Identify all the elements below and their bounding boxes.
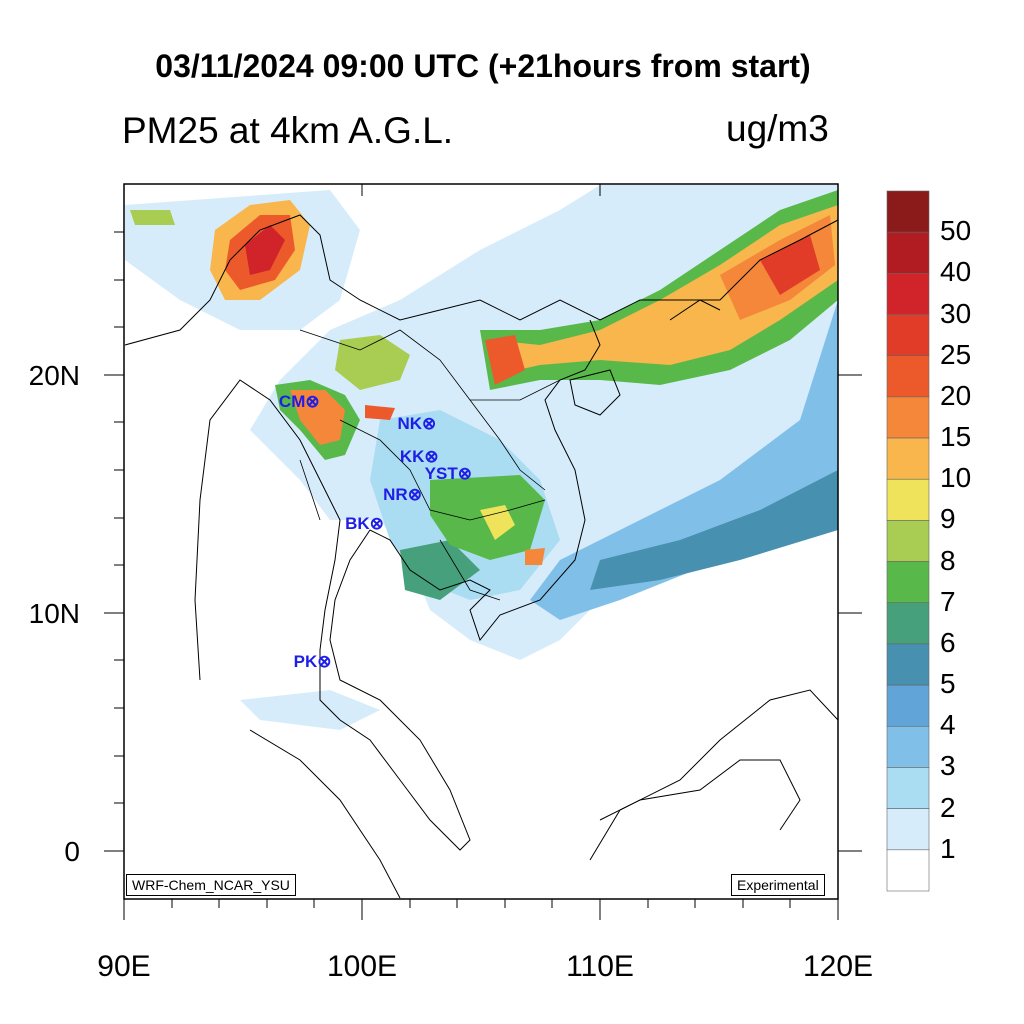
colorbar-label: 25	[940, 338, 972, 370]
station-marker-icon: ⊗	[317, 652, 332, 672]
colorbar-label: 30	[940, 297, 972, 329]
status-label: Experimental	[731, 874, 825, 896]
colorbar-swatch	[886, 561, 930, 604]
colorbar-label: 5	[940, 668, 956, 700]
colorbar-label: 8	[940, 544, 956, 576]
station-bk: BK⊗	[345, 514, 384, 534]
colorbar-swatch	[886, 602, 930, 645]
colorbar-label: 10	[940, 462, 972, 494]
borders	[299, 329, 561, 601]
colorbar-swatch	[886, 231, 930, 274]
station-marker-icon: ⊗	[305, 392, 320, 412]
colorbar-swatch	[886, 478, 930, 521]
station-nr: NR⊗	[383, 485, 422, 505]
lon-label-110e: 110E	[566, 950, 634, 983]
lat-label-0: 0	[64, 836, 80, 867]
lon-label-100e: 100E	[326, 950, 398, 983]
station-marker-icon: ⊗	[424, 447, 439, 467]
station-marker-icon: ⊗	[407, 485, 422, 505]
colorbar-swatch	[886, 437, 930, 480]
colorbar-label: 40	[940, 256, 972, 288]
variable-title: PM25 at 4km A.G.L.	[122, 110, 454, 151]
colorbar-swatch	[886, 520, 930, 562]
pm25-field	[125, 185, 838, 730]
station-marker-icon: ⊗	[369, 513, 384, 533]
colorbar-label: 2	[940, 791, 956, 823]
colorbar-label: 20	[940, 379, 972, 411]
colorbar-label: 3	[940, 750, 956, 782]
station-yst: YST⊗	[425, 464, 472, 484]
station-label: PK	[293, 652, 318, 672]
lon-label-120e: 120E	[802, 950, 874, 983]
colorbar-swatch	[886, 808, 930, 851]
colorbar-swatch	[886, 849, 930, 892]
axis-ticks	[104, 184, 862, 920]
station-label: CM	[278, 392, 306, 412]
lat-label-20n: 20N	[28, 360, 80, 391]
colorbar-swatch	[886, 396, 930, 439]
map-title: 03/11/2024 09:00 UTC (+21hours from star…	[155, 48, 811, 84]
colorbar-swatch	[886, 273, 930, 315]
map-frame	[123, 183, 839, 900]
units-label: ug/m3	[726, 108, 829, 149]
station-cm: CM⊗	[279, 392, 320, 412]
colorbar-label: 1	[940, 832, 956, 864]
colorbar-label: 15	[940, 421, 972, 453]
model-label: WRF-Chem_NCAR_YSU	[126, 874, 296, 896]
colorbar-label: 7	[940, 585, 956, 617]
colorbar-swatch	[886, 314, 930, 357]
station-kk: KK⊗	[400, 447, 439, 467]
colorbar-label: 4	[940, 709, 956, 741]
station-pk: PK⊗	[294, 652, 332, 672]
colorbar-swatch	[886, 767, 930, 809]
station-label: YST	[424, 463, 458, 483]
lon-label-90e: 90E	[97, 950, 151, 983]
colorbar-label: 50	[940, 215, 972, 247]
colorbar-swatch	[886, 355, 930, 398]
station-label: NR	[383, 485, 408, 505]
station-label: BK	[345, 513, 370, 533]
colorbar-swatch	[886, 684, 930, 727]
station-marker-icon: ⊗	[422, 413, 437, 433]
colorbar-swatch	[886, 643, 930, 686]
station-label: KK	[399, 447, 425, 467]
station-label: NK	[397, 413, 422, 433]
station-marker-icon: ⊗	[457, 463, 472, 483]
colorbar-label: 6	[940, 626, 956, 658]
station-nk: NK⊗	[397, 414, 436, 434]
colorbar-label: 9	[940, 503, 956, 535]
colorbar-swatch	[886, 190, 930, 233]
colorbar-swatch	[886, 725, 930, 768]
coastlines	[124, 214, 838, 899]
colorbar	[886, 190, 930, 892]
lat-label-10n: 10N	[28, 598, 80, 629]
